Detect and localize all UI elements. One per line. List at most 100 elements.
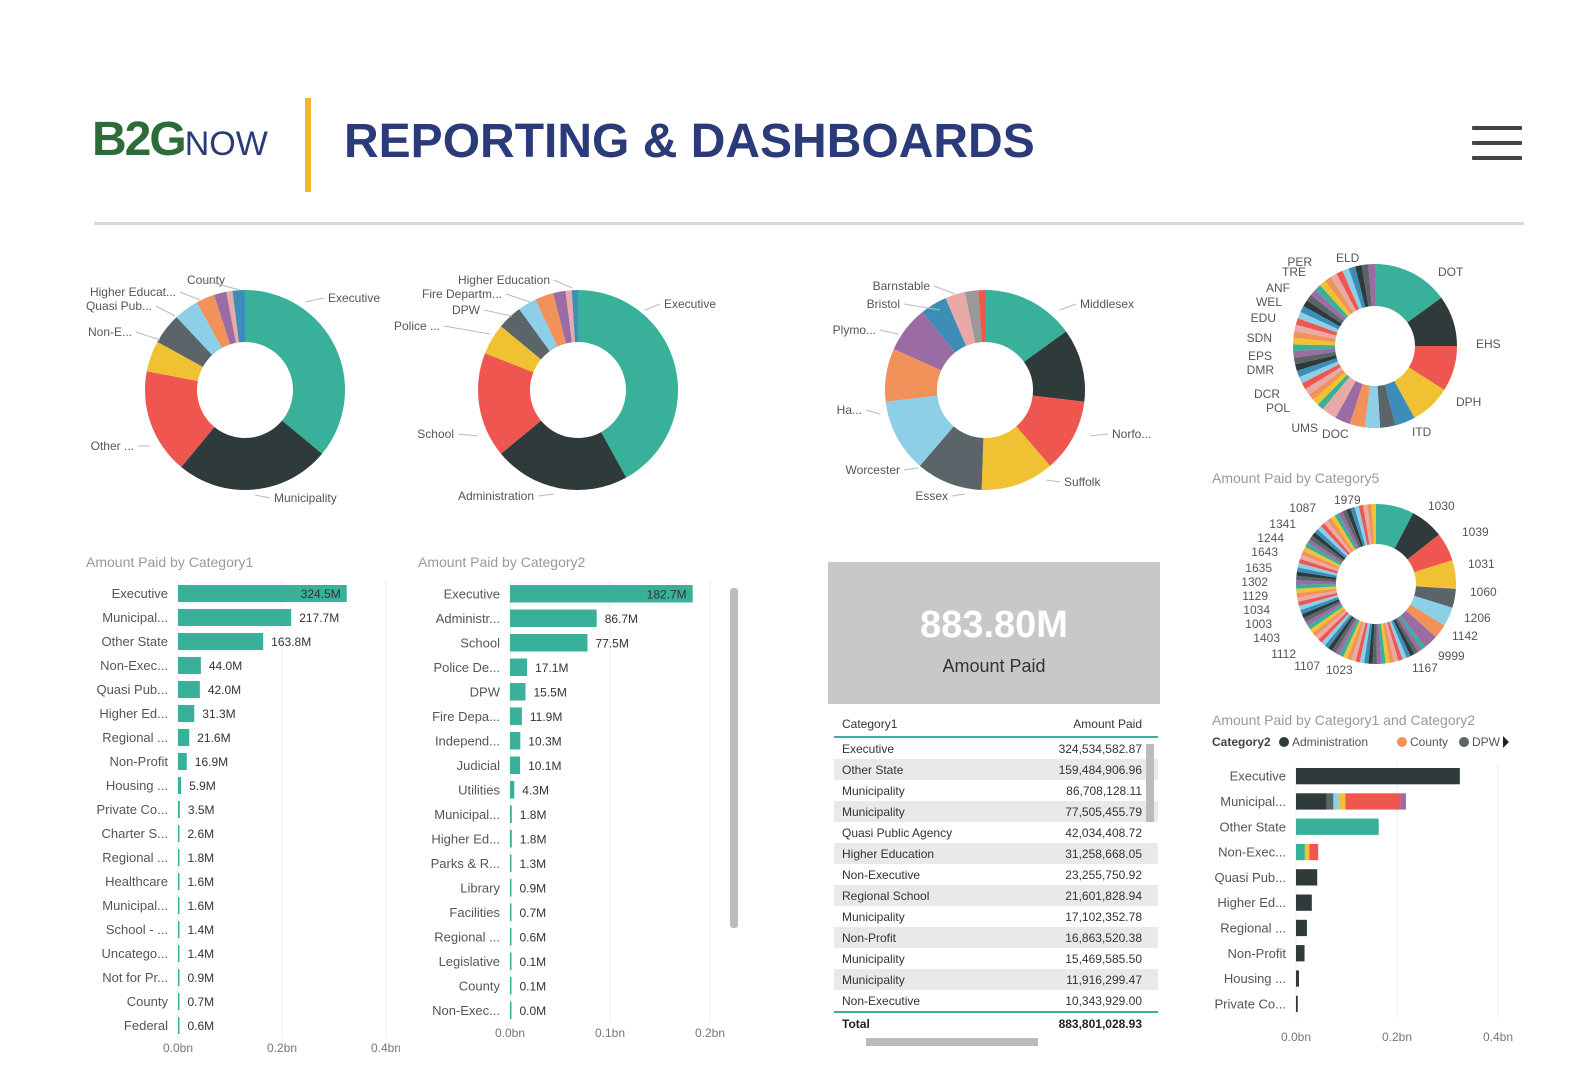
donut-category5-slice[interactable]: [1400, 610, 1436, 647]
donut-category4-slice[interactable]: [1368, 264, 1375, 307]
donut-category5-slice[interactable]: [1301, 599, 1340, 619]
table-row[interactable]: Regional School 21,601,828.94: [834, 885, 1158, 906]
donut-category4-slice[interactable]: [1408, 346, 1457, 390]
donut-category2-slice[interactable]: [500, 420, 627, 490]
donut-category4-slice[interactable]: [1407, 297, 1457, 346]
bar[interactable]: [178, 825, 180, 842]
donut-category5-slice[interactable]: [1331, 617, 1356, 653]
donut-category5-slice[interactable]: [1397, 616, 1422, 652]
donut-category4-slice[interactable]: [1342, 268, 1363, 310]
donut-category5-slice[interactable]: [1300, 554, 1339, 572]
bar[interactable]: [510, 928, 512, 946]
donut-category5-slice[interactable]: [1358, 505, 1370, 545]
donut-category5-slice[interactable]: [1389, 620, 1407, 660]
donut-category5-slice[interactable]: [1414, 560, 1456, 589]
donut-category4-slice[interactable]: [1361, 264, 1372, 307]
bar[interactable]: [178, 609, 292, 626]
bar[interactable]: [510, 879, 512, 897]
donut-category4-slice[interactable]: [1297, 312, 1339, 333]
bar[interactable]: [510, 756, 521, 775]
col-amount-paid-header[interactable]: Amount Paid: [1073, 717, 1142, 731]
legend-item[interactable]: Administration: [1292, 736, 1368, 749]
donut-category3-slice[interactable]: [1023, 331, 1085, 402]
donut-category3-slice[interactable]: [922, 298, 967, 353]
donut-category5-slice[interactable]: [1297, 562, 1338, 576]
bar[interactable]: [510, 854, 512, 873]
donut-category5-slice[interactable]: [1296, 584, 1337, 589]
donut-category5-slice[interactable]: [1296, 575, 1337, 583]
donut-category4-slice[interactable]: [1310, 289, 1346, 322]
donut-category1-slice[interactable]: [157, 317, 213, 367]
donut-category4-slice[interactable]: [1335, 381, 1363, 424]
donut-category5-slice[interactable]: [1395, 617, 1419, 655]
donut-category5-slice[interactable]: [1301, 550, 1340, 570]
donut-category3-slice[interactable]: [945, 292, 976, 346]
stacked-bar-segment[interactable]: [1296, 894, 1312, 911]
donut-category5-slice[interactable]: [1299, 594, 1339, 611]
donut-category5-slice[interactable]: [1342, 509, 1362, 548]
bar[interactable]: [178, 993, 180, 1010]
table-vertical-scrollbar[interactable]: [1146, 744, 1154, 822]
bar[interactable]: [510, 952, 512, 971]
legend-dot[interactable]: [1459, 737, 1469, 747]
donut-category5-slice[interactable]: [1380, 623, 1390, 664]
table-row[interactable]: Non-Executive 10,343,929.00: [834, 990, 1158, 1011]
donut-category5-slice[interactable]: [1312, 608, 1346, 637]
donut-category4-slice[interactable]: [1313, 372, 1348, 405]
col-category1-header[interactable]: Category1: [842, 717, 898, 731]
donut-category1-slice[interactable]: [232, 290, 245, 343]
donut-category5-slice[interactable]: [1310, 606, 1345, 633]
donut-category5-slice[interactable]: [1354, 505, 1368, 546]
donut-category5-slice[interactable]: [1312, 532, 1346, 560]
donut-category3-slice[interactable]: [964, 290, 982, 343]
bar[interactable]: [510, 683, 526, 701]
legend-dot[interactable]: [1397, 737, 1407, 747]
donut-category2-slice[interactable]: [535, 293, 567, 347]
donut-category3-slice[interactable]: [985, 290, 1067, 362]
donut-category4-slice[interactable]: [1293, 348, 1336, 358]
donut-category5-slice[interactable]: [1320, 523, 1351, 556]
table-row[interactable]: Executive 324,534,582.87: [834, 738, 1158, 759]
donut-category5-slice[interactable]: [1334, 513, 1358, 550]
bar[interactable]: [510, 1001, 512, 1020]
donut-category5-slice[interactable]: [1407, 534, 1453, 573]
stacked-bar-segment[interactable]: [1296, 919, 1307, 937]
donut-category4-slice[interactable]: [1315, 285, 1349, 319]
donut-category5-slice[interactable]: [1414, 586, 1456, 608]
donut-category5-slice[interactable]: [1351, 622, 1366, 662]
donut-category2-slice[interactable]: [571, 290, 578, 343]
donut-category5-slice[interactable]: [1376, 504, 1414, 549]
donut-category5-slice[interactable]: [1359, 623, 1370, 664]
donut-category2-slice[interactable]: [500, 309, 550, 360]
donut-category5-slice[interactable]: [1367, 504, 1374, 545]
donut-category4-slice[interactable]: [1305, 367, 1343, 395]
donut-category5-slice[interactable]: [1346, 508, 1364, 547]
donut-category4-slice[interactable]: [1336, 270, 1360, 311]
donut-category4-slice[interactable]: [1364, 385, 1381, 428]
donut-category5-slice[interactable]: [1317, 526, 1349, 557]
donut-category5-slice[interactable]: [1296, 586, 1337, 594]
donut-category3-slice[interactable]: [981, 426, 1051, 490]
donut-category5-slice[interactable]: [1387, 621, 1403, 661]
donut-category5-slice[interactable]: [1315, 610, 1348, 640]
donut-category5-slice[interactable]: [1347, 621, 1364, 661]
donut-category5-slice[interactable]: [1324, 520, 1352, 554]
donut-category5-slice[interactable]: [1303, 546, 1341, 568]
stacked-bar-segment[interactable]: [1333, 793, 1339, 810]
donut-category1-slice[interactable]: [145, 371, 215, 468]
donut-category5-slice[interactable]: [1296, 580, 1337, 585]
donut-category4-slice[interactable]: [1325, 277, 1354, 315]
table-row[interactable]: Municipality 77,505,455.79: [834, 801, 1158, 822]
bar[interactable]: [510, 830, 512, 848]
legend-next-icon[interactable]: [1503, 736, 1509, 748]
donut-category3-slice[interactable]: [885, 349, 942, 402]
table-row[interactable]: Higher Education 31,258,668.05: [834, 843, 1158, 864]
bar[interactable]: [510, 977, 512, 995]
legend-item[interactable]: County: [1410, 736, 1448, 749]
donut-category2-slice[interactable]: [578, 290, 678, 478]
stacked-bar-segment[interactable]: [1296, 995, 1298, 1012]
donut-category5-slice[interactable]: [1307, 539, 1343, 564]
bar[interactable]: [510, 634, 588, 652]
bar[interactable]: [178, 753, 187, 770]
donut-category4-slice[interactable]: [1384, 381, 1415, 426]
